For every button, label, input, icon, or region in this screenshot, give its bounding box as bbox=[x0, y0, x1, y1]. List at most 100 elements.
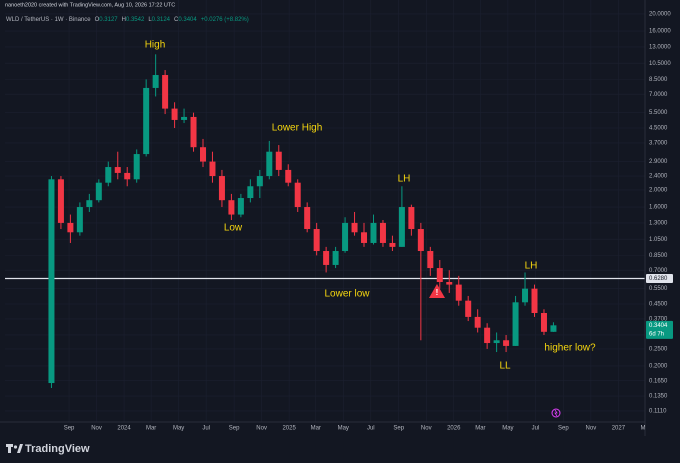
candle-body bbox=[181, 116, 188, 120]
candle-body bbox=[398, 207, 405, 247]
x-tick-label: 2024 bbox=[117, 426, 131, 432]
y-tick-label: 5.5000 bbox=[649, 110, 668, 116]
candle-body bbox=[446, 282, 453, 285]
candle-body bbox=[389, 242, 396, 247]
legend-text: H bbox=[122, 17, 126, 23]
y-tick-label: 0.2500 bbox=[649, 347, 668, 353]
candle-body bbox=[228, 200, 235, 215]
y-tick-label: 1.3000 bbox=[649, 220, 668, 226]
price-line-label: 0.6280 bbox=[649, 276, 668, 282]
x-tick-label: May bbox=[502, 426, 513, 432]
legend-text: 0.3404 bbox=[178, 17, 197, 23]
x-tick-label: 2026 bbox=[447, 426, 461, 432]
y-tick-label: 0.2000 bbox=[649, 364, 668, 370]
y-tick-label: 0.7000 bbox=[649, 268, 668, 274]
annotation: LH bbox=[525, 261, 538, 272]
y-tick-label: 0.1110 bbox=[649, 409, 667, 415]
annotation: LL bbox=[499, 361, 511, 372]
candle-body bbox=[95, 182, 102, 201]
candle-body bbox=[484, 327, 491, 344]
candle-body bbox=[199, 147, 206, 162]
candle-body bbox=[313, 229, 320, 252]
x-tick-label: Sep bbox=[393, 426, 404, 432]
x-tick-label: Mar bbox=[475, 426, 485, 432]
x-tick-label: May bbox=[173, 426, 184, 432]
x-tick-label: Jul bbox=[532, 426, 540, 432]
candle-body bbox=[417, 229, 424, 252]
candle-body bbox=[379, 222, 386, 243]
x-tick-label: Nov bbox=[586, 426, 597, 432]
logo bbox=[6, 444, 23, 453]
attribution: nanoeth2020 created with TradingView.com… bbox=[5, 2, 175, 8]
candle-body bbox=[143, 87, 150, 155]
y-tick-label: 4.5000 bbox=[649, 126, 668, 132]
annotation: LH bbox=[398, 174, 411, 185]
candle-body bbox=[342, 222, 349, 252]
candle-body bbox=[114, 167, 121, 173]
candle-body bbox=[531, 288, 538, 313]
candle-body bbox=[247, 186, 254, 199]
candle-body bbox=[105, 167, 112, 183]
candle-body bbox=[304, 207, 311, 230]
annotation: Lower low bbox=[324, 289, 370, 300]
legend-text: WLD / TetherUS · 1W · Binance bbox=[6, 17, 91, 23]
candle-body bbox=[190, 116, 197, 148]
legend-text: 0.3127 bbox=[99, 17, 118, 23]
annotation: Low bbox=[224, 223, 243, 234]
x-tick-label: Mar bbox=[146, 426, 156, 432]
candle-body bbox=[57, 179, 64, 223]
y-tick-label: 20.0000 bbox=[649, 12, 671, 18]
annotation: higher low? bbox=[544, 343, 596, 354]
candle-body bbox=[218, 176, 225, 201]
price-line-box bbox=[646, 274, 673, 284]
last-price-label: 0.3404 bbox=[649, 323, 668, 329]
legend-text: 0.3124 bbox=[152, 17, 171, 23]
candle-body bbox=[86, 200, 93, 208]
x-tick-label: Sep bbox=[64, 426, 75, 432]
candle-body bbox=[162, 75, 169, 109]
x-tick-label: Nov bbox=[256, 426, 267, 432]
candle-body bbox=[408, 207, 415, 230]
candle-body bbox=[266, 151, 273, 177]
candle-body bbox=[370, 222, 377, 243]
branding: TradingView bbox=[25, 443, 90, 455]
candle-body bbox=[48, 179, 55, 384]
legend-text: 0.3542 bbox=[126, 17, 145, 23]
legend-text: O bbox=[95, 17, 100, 23]
y-tick-label: 0.3700 bbox=[649, 317, 668, 323]
y-tick-label: 16.0000 bbox=[649, 29, 671, 35]
x-tick-label: Jul bbox=[367, 426, 375, 432]
x-tick-label: Nov bbox=[421, 426, 432, 432]
candle-body bbox=[237, 198, 244, 215]
candle-body bbox=[540, 312, 547, 332]
annotation: Lower High bbox=[272, 123, 323, 134]
y-tick-label: 13.0000 bbox=[649, 44, 671, 50]
candle-body bbox=[332, 251, 339, 265]
candle-body bbox=[67, 222, 74, 233]
y-tick-label: 10.5000 bbox=[649, 61, 671, 67]
countdown-label: 6d 7h bbox=[649, 331, 664, 337]
candle-body bbox=[436, 268, 443, 283]
candle-body bbox=[550, 325, 557, 332]
x-tick-label: Sep bbox=[558, 426, 569, 432]
candle-body bbox=[171, 108, 178, 120]
y-tick-label: 1.0500 bbox=[649, 237, 668, 243]
warning-icon: ! bbox=[429, 284, 445, 298]
symbol-legend: WLD / TetherUS · 1W · Binance O0.3127 H0.3… bbox=[6, 17, 249, 23]
y-tick-label: 7.0000 bbox=[649, 92, 668, 98]
candle-body bbox=[294, 182, 301, 208]
x-tick-label: Jul bbox=[202, 426, 210, 432]
candle-body bbox=[522, 288, 529, 303]
y-tick-label: 0.5500 bbox=[649, 286, 668, 292]
x-tick-label: Sep bbox=[229, 426, 240, 432]
candle-body bbox=[512, 302, 519, 346]
candle-body bbox=[465, 300, 472, 317]
x-tick-label: May bbox=[338, 426, 349, 432]
candle-body bbox=[323, 251, 330, 265]
y-tick-label: 1.6000 bbox=[649, 205, 668, 211]
y-tick-label: 0.1350 bbox=[649, 394, 668, 400]
legend-text: L bbox=[148, 17, 152, 23]
